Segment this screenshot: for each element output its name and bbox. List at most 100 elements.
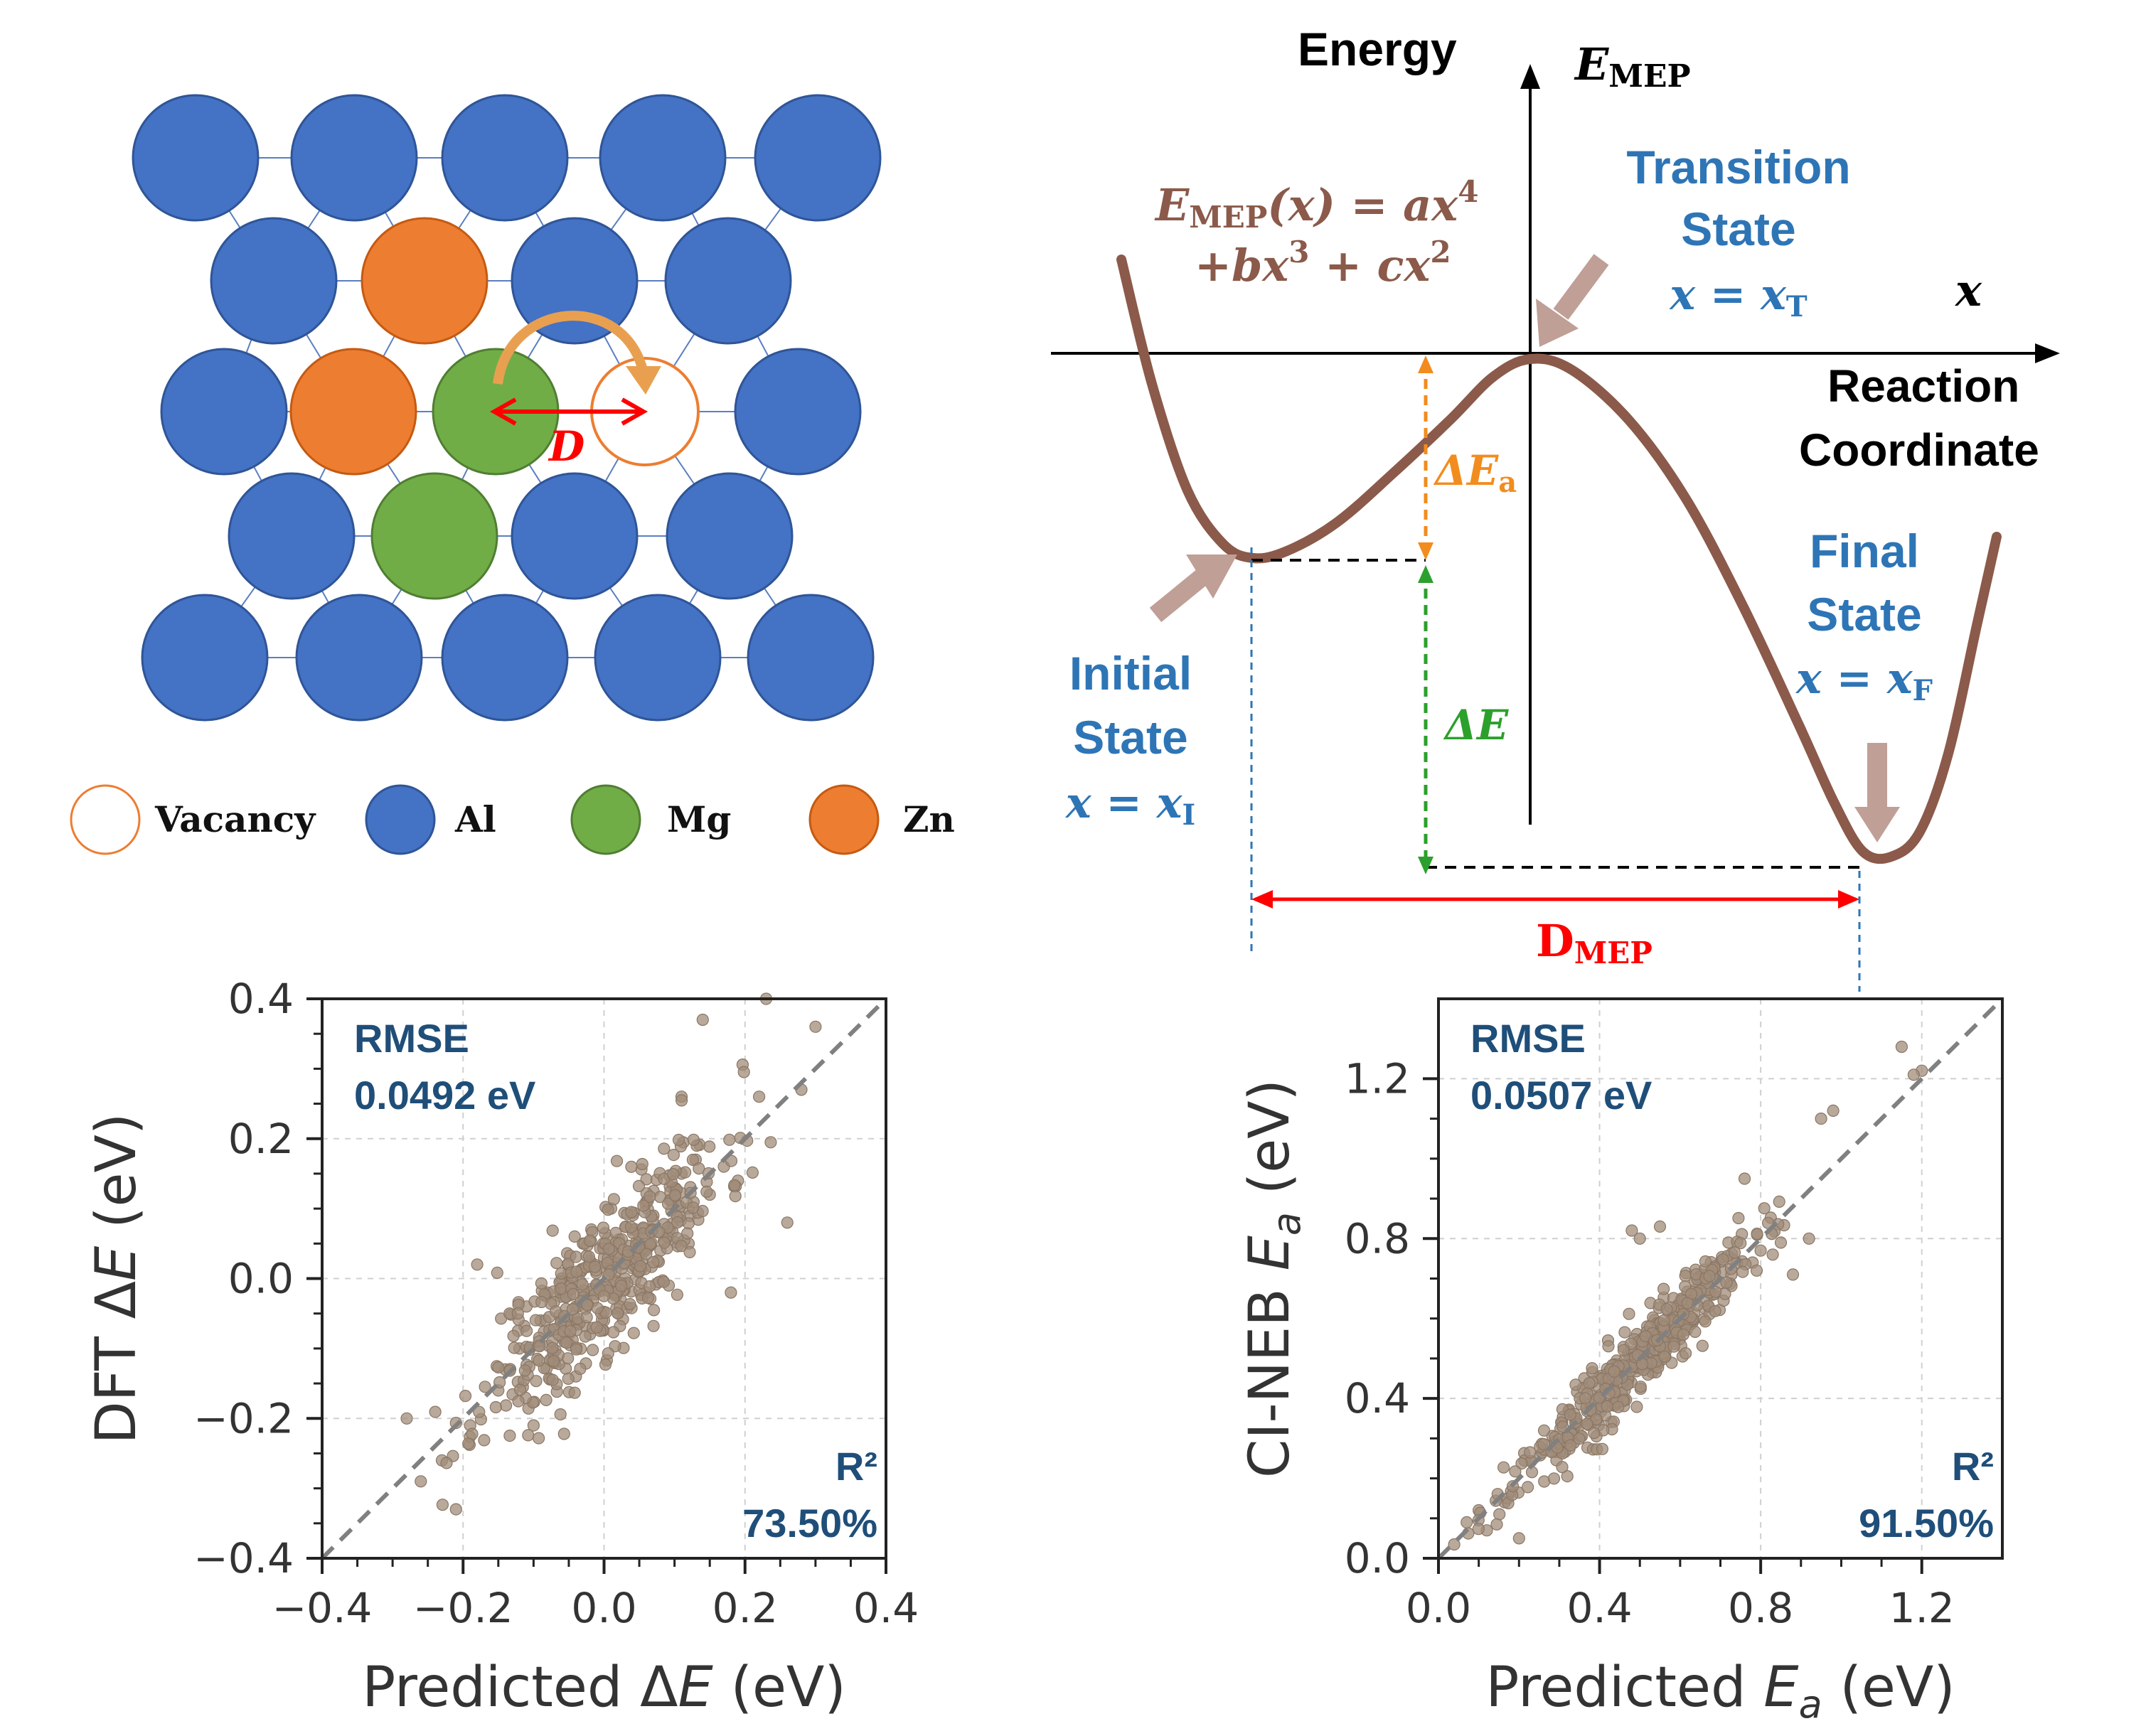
scatter-plot-delta-e: −0.4 −0.2 0.0 0.2 0.4−0.4−0.20.00.20.4Predic… [85, 975, 919, 1720]
data-point [546, 1341, 559, 1354]
data-point [567, 1287, 580, 1301]
data-point [672, 1133, 685, 1147]
data-point [554, 1408, 567, 1421]
data-point [479, 1381, 491, 1393]
data-point [671, 1288, 684, 1301]
x-tick-label: 0.8 [1728, 1584, 1793, 1632]
data-point [1596, 1442, 1608, 1455]
data-point [1681, 1297, 1694, 1309]
data-point [513, 1383, 527, 1396]
data-point [1617, 1344, 1630, 1356]
x-tick-label: 0.0 [1406, 1584, 1471, 1632]
rmse-value: 0.0492 eV [354, 1073, 535, 1118]
al-atom [664, 217, 792, 345]
data-point [1750, 1264, 1763, 1277]
data-point [588, 1260, 602, 1273]
x-tick-label: 0.0 [571, 1584, 636, 1632]
legend-zn-swatch [808, 784, 880, 855]
data-point [746, 1166, 759, 1179]
data-point [737, 1066, 750, 1078]
data-point [560, 1336, 573, 1349]
al-atom [511, 217, 639, 345]
data-point [599, 1358, 612, 1371]
data-point [647, 1319, 660, 1332]
data-point [647, 1255, 660, 1269]
final-state-label-2: State [1807, 588, 1921, 641]
data-point [1689, 1325, 1702, 1339]
rmse-label: RMSE [1470, 1016, 1586, 1061]
data-point [602, 1347, 614, 1360]
y-axis-label: DFT ΔE (eV) [85, 1113, 149, 1445]
data-point [1736, 1265, 1749, 1278]
data-point [1774, 1236, 1788, 1249]
data-point [637, 1199, 650, 1212]
al-atom [160, 348, 288, 476]
reaction-coordinate-label-2: Coordinate [1799, 424, 2039, 476]
data-point [533, 1340, 546, 1353]
data-point [597, 1290, 610, 1302]
x-tick-label: 0.4 [853, 1584, 919, 1632]
data-point [1493, 1508, 1506, 1521]
data-point [611, 1307, 624, 1319]
initial-state-eq: x = xI [1064, 778, 1195, 832]
data-point [1556, 1461, 1569, 1474]
data-point [597, 1221, 610, 1234]
data-point [610, 1154, 624, 1167]
data-point [1786, 1268, 1800, 1281]
r2-value: 91.50% [1859, 1501, 1994, 1545]
data-point [1581, 1418, 1593, 1430]
data-point [557, 1427, 570, 1440]
y-axis-label: CI-NEB Ea (eV) [1238, 1079, 1309, 1478]
data-point [1512, 1532, 1525, 1545]
x-tick-label: −0.4 [272, 1584, 373, 1632]
final-state-pointer [1854, 743, 1900, 842]
data-point [400, 1412, 413, 1425]
delta-e-label: ΔE [1443, 701, 1509, 749]
data-point [1623, 1307, 1635, 1320]
al-atom [441, 94, 569, 222]
mep-formula-line-2: +bx3 + cx2 [1195, 235, 1451, 291]
data-point [570, 1265, 583, 1278]
data-point [529, 1314, 543, 1327]
data-point [683, 1245, 696, 1259]
delta-e-arrowhead-bottom [1418, 857, 1433, 874]
jump-arrowhead-left [489, 397, 517, 426]
data-point [1657, 1314, 1670, 1327]
data-point [1653, 1220, 1667, 1233]
data-point [687, 1133, 700, 1146]
data-point [658, 1142, 671, 1155]
data-point [512, 1395, 525, 1408]
data-point [489, 1400, 502, 1414]
data-point [449, 1503, 462, 1516]
data-point [696, 1013, 709, 1027]
data-point [1657, 1282, 1670, 1295]
data-point [728, 1179, 741, 1191]
data-point [570, 1250, 582, 1263]
al-atom [511, 472, 639, 600]
data-point [602, 1243, 616, 1255]
initial-state-pointer [1149, 554, 1237, 623]
data-point [550, 1257, 563, 1270]
data-point [687, 1201, 700, 1214]
x-axis-label: Predicted ΔE (eV) [362, 1656, 846, 1720]
transition-state-label-1: Transition [1626, 141, 1850, 193]
data-point [1677, 1328, 1689, 1341]
data-point [590, 1321, 603, 1334]
jump-arrowhead-right [621, 397, 648, 426]
data-point [546, 1224, 559, 1237]
rmse-value: 0.0507 eV [1470, 1073, 1652, 1118]
data-point [725, 1286, 737, 1299]
data-point [700, 1185, 713, 1199]
x-axis-label: Predicted Ea (eV) [1485, 1656, 1955, 1727]
al-atom [666, 472, 794, 600]
data-point [607, 1193, 621, 1206]
data-point [636, 1157, 648, 1171]
hop-arc-arrow [493, 311, 648, 385]
al-atom [747, 594, 875, 722]
data-point [1827, 1104, 1840, 1118]
y-tick-label: 0.4 [228, 975, 294, 1023]
data-point [1522, 1481, 1534, 1494]
data-point [1633, 1232, 1646, 1245]
dmep-arrowhead-left [1251, 890, 1273, 909]
